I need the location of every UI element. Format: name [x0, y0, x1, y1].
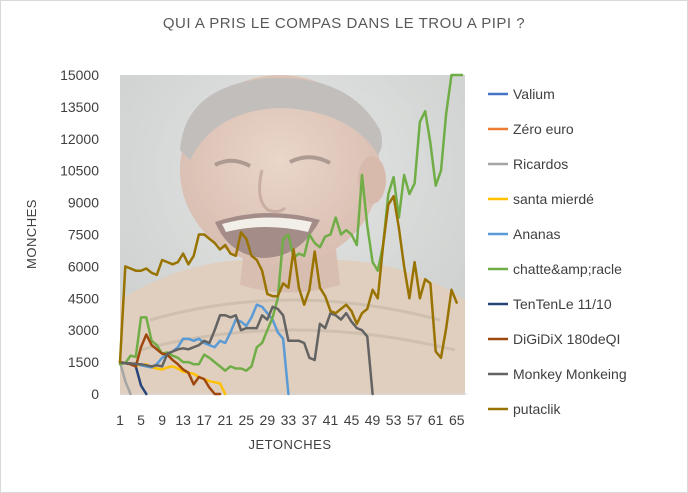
y-tick-label: 9000 — [68, 195, 99, 211]
x-tick-label: 1 — [116, 412, 124, 428]
legend-item: Zéro euro — [488, 121, 574, 137]
legend-item: Ananas — [488, 226, 560, 242]
legend-label: santa mierdé — [513, 191, 594, 207]
legend-label: Zéro euro — [513, 121, 574, 137]
y-tick-label: 7500 — [68, 227, 99, 243]
x-tick-label: 5 — [137, 412, 145, 428]
x-tick-label: 29 — [260, 412, 276, 428]
y-axis-ticks: 0 1500 3000 4500 6000 7500 9000 10500 12000 13500… — [60, 67, 99, 402]
y-tick-label: 0 — [91, 386, 99, 402]
legend-item: TenTenLe 11/10 — [488, 296, 612, 312]
legend-label: chatte&amp;racle — [513, 261, 622, 277]
legend-label: Monkey Monkeing — [513, 366, 627, 382]
legend-label: Valium — [513, 86, 555, 102]
legend-item: Ricardos — [488, 156, 568, 172]
background-photo — [120, 75, 465, 395]
x-axis-ticks: 1 5 9 13 17 21 25 29 33 37 41 45 49 53 57 61 65 — [116, 412, 465, 428]
y-tick-label: 1500 — [68, 354, 99, 370]
legend-label: DiGiDiX 180deQI — [513, 331, 620, 347]
legend-label: Ananas — [513, 226, 560, 242]
x-tick-label: 45 — [344, 412, 360, 428]
series-line-9 — [118, 305, 374, 396]
x-tick-label: 57 — [407, 412, 423, 428]
y-tick-label: 12000 — [60, 131, 99, 147]
y-tick-label: 6000 — [68, 258, 99, 274]
legend-item: DiGiDiX 180deQI — [488, 331, 620, 347]
x-tick-label: 49 — [365, 412, 381, 428]
legend-item: Monkey Monkeing — [488, 366, 627, 382]
y-tick-label: 3000 — [68, 322, 99, 338]
x-tick-label: 13 — [175, 412, 191, 428]
legend-label: putaclik — [513, 401, 561, 417]
y-tick-label: 10500 — [60, 163, 99, 179]
x-tick-label: 61 — [428, 412, 444, 428]
x-tick-label: 33 — [281, 412, 297, 428]
x-tick-label: 53 — [386, 412, 402, 428]
legend-item: chatte&amp;racle — [488, 261, 622, 277]
series-line-3 — [118, 360, 132, 396]
series-line-6 — [118, 73, 464, 372]
legend: Valium Zéro euro Ricardos santa mierdé Anana… — [488, 86, 627, 417]
x-tick-label: 65 — [449, 412, 465, 428]
y-tick-label: 4500 — [68, 290, 99, 306]
legend-item: putaclik — [488, 401, 561, 417]
x-tick-label: 17 — [196, 412, 212, 428]
legend-label: TenTenLe 11/10 — [513, 296, 612, 312]
series-line-10 — [118, 194, 458, 364]
x-tick-label: 37 — [302, 412, 318, 428]
y-tick-label: 13500 — [60, 99, 99, 115]
x-tick-label: 21 — [217, 412, 233, 428]
y-tick-label: 15000 — [60, 67, 99, 83]
legend-label: Ricardos — [513, 156, 568, 172]
x-axis-title: JETONCHES — [249, 437, 332, 452]
x-tick-label: 9 — [158, 412, 166, 428]
x-tick-label: 25 — [238, 412, 254, 428]
chart-title: QUI A PRIS LE COMPAS DANS LE TROU A PIPI… — [163, 15, 525, 32]
legend-item: Valium — [488, 86, 555, 102]
x-tick-label: 41 — [323, 412, 339, 428]
legend-item: santa mierdé — [488, 191, 594, 207]
y-axis-title: MONCHES — [24, 199, 39, 269]
series-lines — [118, 73, 464, 396]
